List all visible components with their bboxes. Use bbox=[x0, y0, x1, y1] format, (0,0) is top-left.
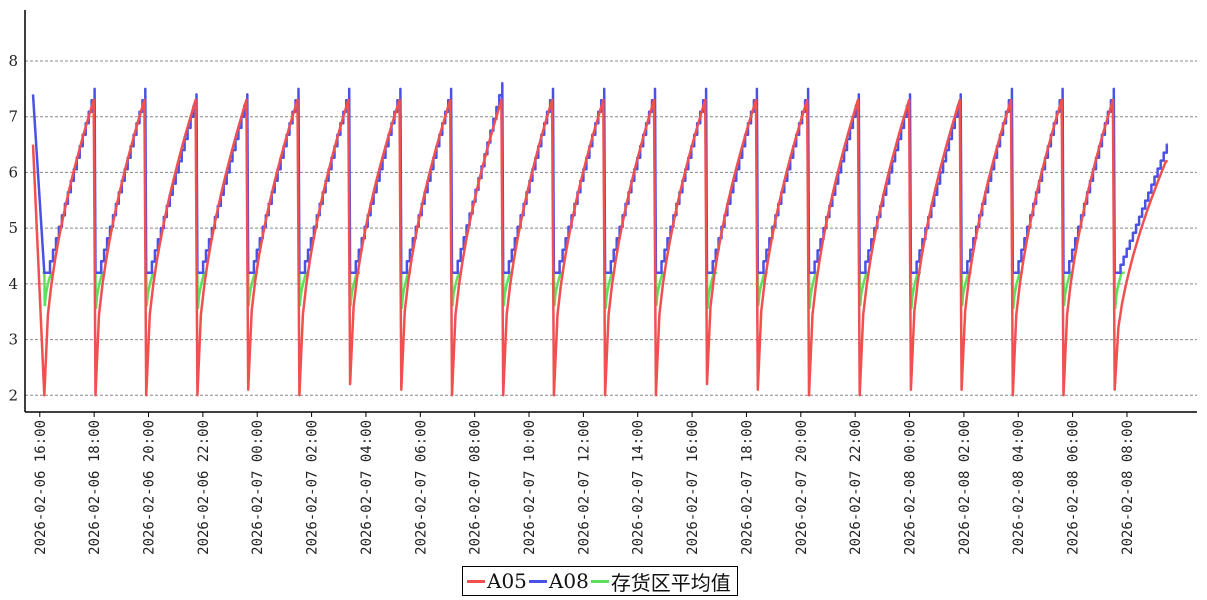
legend-item-a05: A05 bbox=[467, 569, 527, 593]
y-tick-label: 5 bbox=[8, 219, 18, 237]
legend-label-a05: A05 bbox=[487, 569, 527, 593]
x-tick-label: 2026-02-07 18:00 bbox=[739, 420, 755, 555]
legend-swatch-average bbox=[590, 579, 609, 583]
y-axis-ticks: 2 3 4 5 6 7 8 bbox=[8, 52, 18, 404]
legend-label-average: 存货区平均值 bbox=[610, 570, 731, 595]
x-tick-label: 2026-02-07 06:00 bbox=[413, 420, 429, 555]
x-tick-label: 2026-02-08 08:00 bbox=[1120, 420, 1136, 555]
legend-swatch-a05 bbox=[467, 579, 485, 583]
series-lines bbox=[31, 82, 1169, 397]
y-tick-label: 8 bbox=[8, 52, 18, 70]
x-axis-ticks: 2026-02-06 16:00 2026-02-06 18:00 2026-02-… bbox=[33, 412, 1136, 555]
series-line-a05 bbox=[31, 98, 1168, 397]
x-tick-label: 2026-02-07 04:00 bbox=[359, 420, 375, 555]
x-tick-label: 2026-02-07 22:00 bbox=[848, 420, 864, 555]
legend-item-average: 存货区平均值 bbox=[590, 567, 731, 596]
y-tick-label: 4 bbox=[8, 275, 18, 293]
series-line-average bbox=[42, 271, 55, 307]
x-tick-label: 2026-02-07 16:00 bbox=[685, 420, 701, 555]
y-tick-label: 7 bbox=[8, 108, 18, 126]
x-tick-label: 2026-02-08 04:00 bbox=[1011, 420, 1027, 555]
x-tick-label: 2026-02-06 22:00 bbox=[196, 420, 212, 555]
y-tick-label: 3 bbox=[8, 331, 18, 349]
y-tick-label: 6 bbox=[8, 163, 18, 181]
x-tick-label: 2026-02-07 02:00 bbox=[305, 420, 321, 555]
x-tick-label: 2026-02-07 10:00 bbox=[522, 420, 538, 555]
x-tick-label: 2026-02-07 12:00 bbox=[576, 420, 592, 555]
legend: A05 A08 存货区平均值 bbox=[462, 566, 738, 596]
x-tick-label: 2026-02-08 02:00 bbox=[957, 420, 973, 555]
x-tick-label: 2026-02-07 08:00 bbox=[468, 420, 484, 555]
x-tick-label: 2026-02-07 00:00 bbox=[250, 420, 266, 555]
x-tick-label: 2026-02-08 06:00 bbox=[1066, 420, 1082, 555]
x-tick-label: 2026-02-07 20:00 bbox=[794, 420, 810, 555]
y-tick-label: 2 bbox=[8, 386, 18, 404]
legend-label-a08: A08 bbox=[548, 569, 589, 593]
x-tick-label: 2026-02-06 20:00 bbox=[142, 420, 158, 555]
legend-swatch-a08 bbox=[528, 579, 547, 583]
x-tick-label: 2026-02-08 00:00 bbox=[903, 420, 919, 555]
legend-item-a08: A08 bbox=[528, 569, 589, 593]
x-tick-label: 2026-02-06 16:00 bbox=[33, 420, 49, 555]
x-tick-label: 2026-02-06 18:00 bbox=[87, 420, 103, 555]
x-tick-label: 2026-02-07 14:00 bbox=[631, 420, 647, 555]
